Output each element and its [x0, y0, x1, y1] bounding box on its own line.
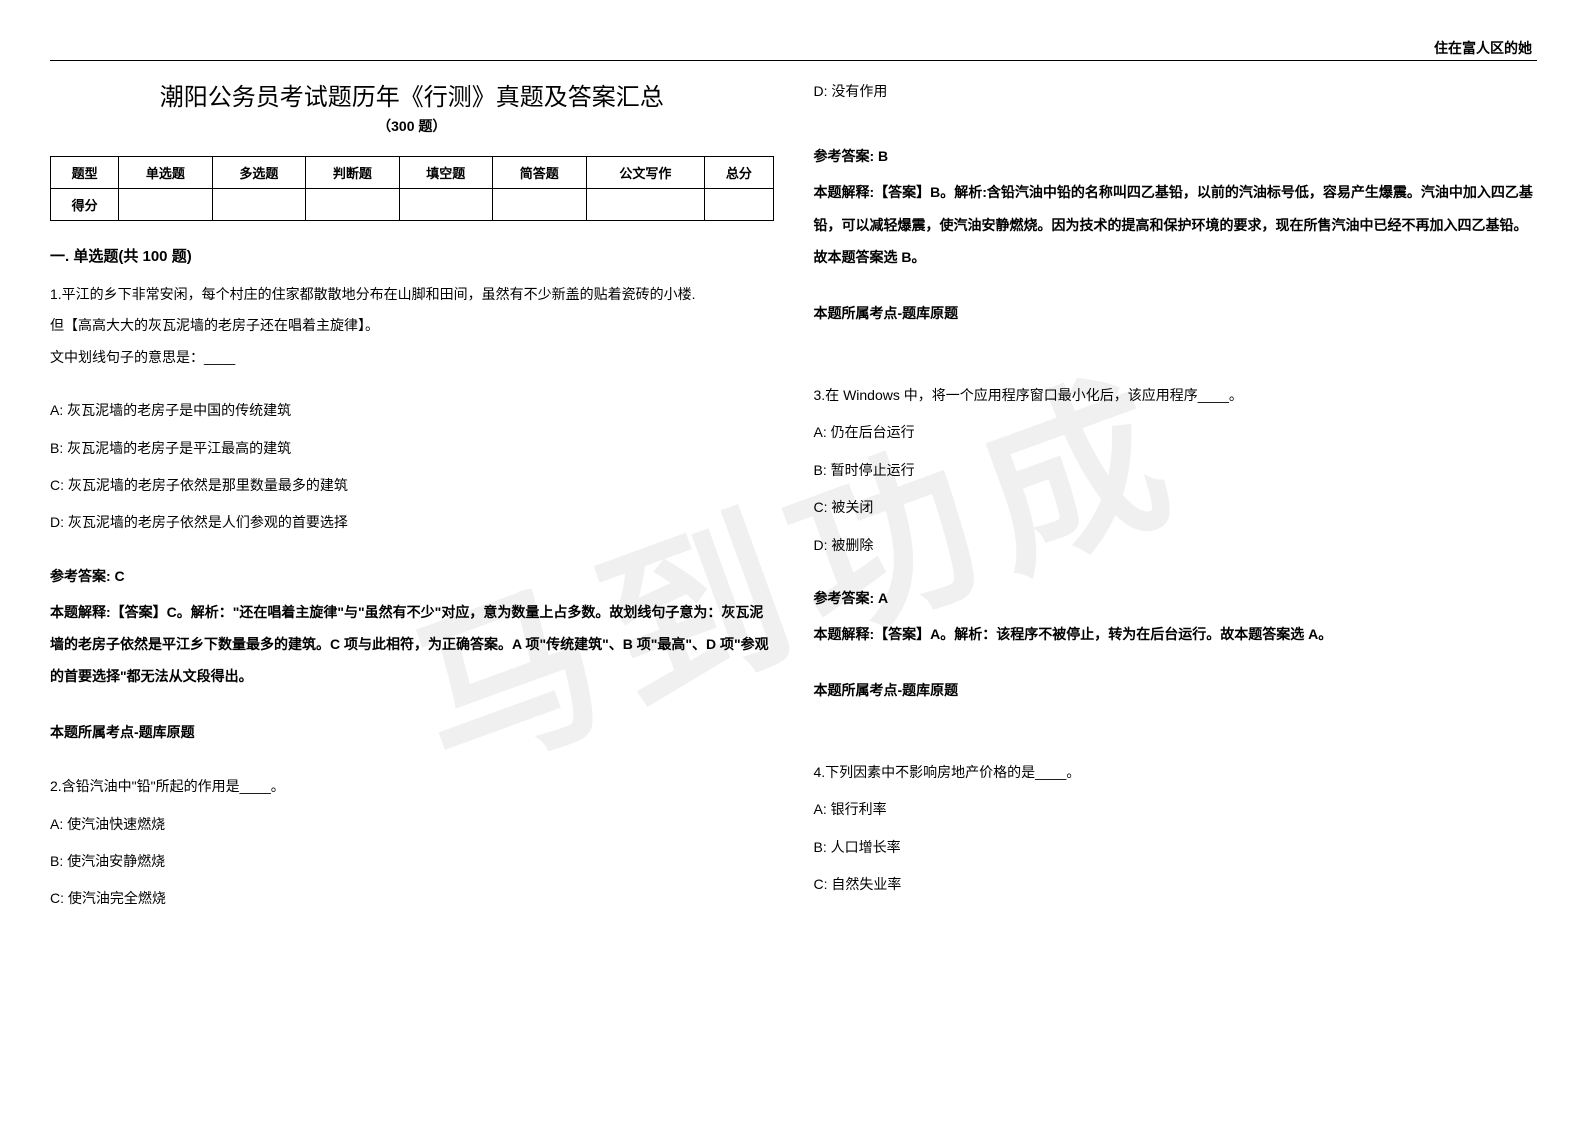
th-fill: 填空题: [399, 157, 492, 189]
q1-option-a: A: 灰瓦泥墙的老房子是中国的传统建筑: [50, 396, 774, 425]
q3-option-b: B: 暂时停止运行: [814, 456, 1538, 485]
q3-stem: 3.在 Windows 中，将一个应用程序窗口最小化后，该应用程序____。: [814, 381, 1538, 410]
score-table: 题型 单选题 多选题 判断题 填空题 简答题 公文写作 总分 得分: [50, 156, 774, 221]
q2-option-b: B: 使汽油安静燃烧: [50, 847, 774, 876]
row-label: 得分: [51, 189, 119, 221]
cell: [586, 189, 705, 221]
q1-answer-label: 参考答案: C: [50, 566, 774, 586]
table-score-row: 得分: [51, 189, 774, 221]
q1-stem-line1: 1.平江的乡下非常安闲，每个村庄的住家都散散地分布在山脚和田间，虽然有不少新盖的…: [50, 280, 774, 309]
th-multi: 多选题: [212, 157, 305, 189]
header-right-text: 住在富人区的她: [1434, 38, 1532, 58]
th-type: 题型: [51, 157, 119, 189]
q2-topic: 本题所属考点-题库原题: [814, 303, 1538, 323]
document-title: 潮阳公务员考试题历年《行测》真题及答案汇总: [50, 77, 774, 112]
q4-option-c: C: 自然失业率: [814, 870, 1538, 899]
q1-option-d: D: 灰瓦泥墙的老房子依然是人们参观的首要选择: [50, 508, 774, 537]
section-1-title: 一. 单选题(共 100 题): [50, 245, 774, 266]
page-container: 住在富人区的她 潮阳公务员考试题历年《行测》真题及答案汇总 （300 题） 题型…: [0, 0, 1587, 952]
th-short: 简答题: [493, 157, 586, 189]
q4-option-b: B: 人口增长率: [814, 833, 1538, 862]
q4-stem: 4.下列因素中不影响房地产价格的是____。: [814, 758, 1538, 787]
q3-option-a: A: 仍在后台运行: [814, 418, 1538, 447]
top-rule: [50, 60, 1537, 61]
right-column: D: 没有作用 参考答案: B 本题解释:【答案】B。解析:含铅汽油中铅的名称叫…: [814, 71, 1538, 922]
cell: [399, 189, 492, 221]
q2-answer-label: 参考答案: B: [814, 146, 1538, 166]
q3-explanation: 本题解释:【答案】A。解析：该程序不被停止，转为在后台运行。故本题答案选 A。: [814, 618, 1538, 650]
th-judge: 判断题: [306, 157, 399, 189]
q3-topic: 本题所属考点-题库原题: [814, 680, 1538, 700]
q2-option-a: A: 使汽油快速燃烧: [50, 810, 774, 839]
q2-stem: 2.含铅汽油中"铅"所起的作用是____。: [50, 772, 774, 801]
cell: [705, 189, 773, 221]
table-header-row: 题型 单选题 多选题 判断题 填空题 简答题 公文写作 总分: [51, 157, 774, 189]
cell: [212, 189, 305, 221]
q1-option-b: B: 灰瓦泥墙的老房子是平江最高的建筑: [50, 434, 774, 463]
cell: [306, 189, 399, 221]
q3-option-d: D: 被删除: [814, 531, 1538, 560]
q2-option-d: D: 没有作用: [814, 77, 1538, 106]
th-single: 单选题: [119, 157, 212, 189]
q4-option-a: A: 银行利率: [814, 795, 1538, 824]
q2-option-c: C: 使汽油完全燃烧: [50, 884, 774, 913]
q3-option-c: C: 被关闭: [814, 493, 1538, 522]
th-writing: 公文写作: [586, 157, 705, 189]
document-subtitle: （300 题）: [50, 116, 774, 136]
q3-answer-label: 参考答案: A: [814, 588, 1538, 608]
q1-topic: 本题所属考点-题库原题: [50, 722, 774, 742]
left-column: 潮阳公务员考试题历年《行测》真题及答案汇总 （300 题） 题型 单选题 多选题…: [50, 71, 774, 922]
q1-option-c: C: 灰瓦泥墙的老房子依然是那里数量最多的建筑: [50, 471, 774, 500]
q1-stem-line3: 文中划线句子的意思是：____: [50, 343, 774, 372]
th-total: 总分: [705, 157, 773, 189]
cell: [493, 189, 586, 221]
two-column-layout: 潮阳公务员考试题历年《行测》真题及答案汇总 （300 题） 题型 单选题 多选题…: [50, 71, 1537, 922]
q1-explanation: 本题解释:【答案】C。解析："还在唱着主旋律"与"虽然有不少"对应，意为数量上占…: [50, 596, 774, 693]
cell: [119, 189, 212, 221]
q2-explanation: 本题解释:【答案】B。解析:含铅汽油中铅的名称叫四乙基铅，以前的汽油标号低，容易…: [814, 176, 1538, 273]
q1-stem-line2: 但【高高大大的灰瓦泥墙的老房子还在唱着主旋律】。: [50, 311, 774, 340]
